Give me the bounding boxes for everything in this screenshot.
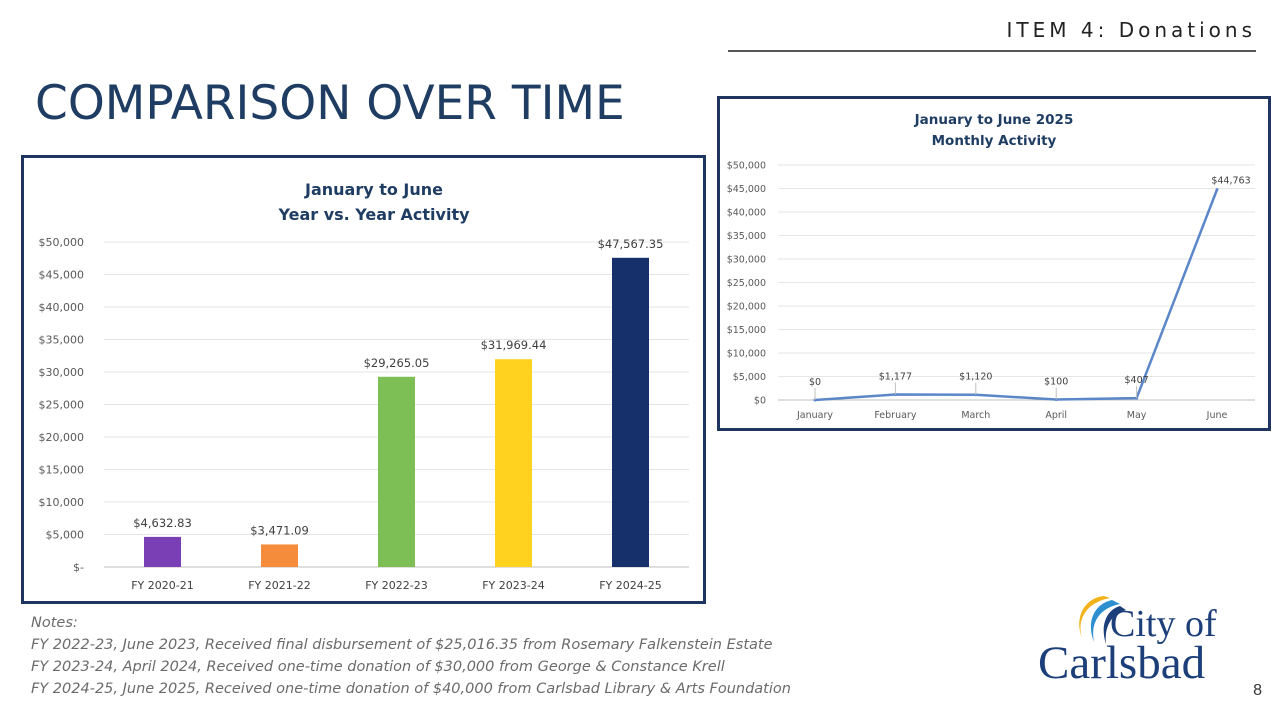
bar-x-tick-label: FY 2020-21	[131, 579, 194, 592]
logo-swoosh-icon	[1079, 596, 1126, 644]
line-y-tick-label: $25,000	[727, 278, 766, 289]
note-line-3: FY 2024-25, June 2025, Received one-time…	[31, 681, 791, 697]
line-x-tick-label: May	[1127, 410, 1147, 421]
bar-x-tick-label: FY 2021-22	[248, 579, 311, 592]
line-x-tick-label: April	[1045, 410, 1067, 421]
line-data-label: $100	[1044, 377, 1068, 388]
bar-fy-2020-21	[144, 536, 181, 567]
bar-x-tick-label: FY 2022-23	[365, 579, 428, 592]
line-y-tick-label: $50,000	[727, 161, 766, 172]
line-y-tick-label: $40,000	[727, 208, 766, 219]
line-y-tick-label: $45,000	[727, 184, 766, 195]
bar-data-label: $3,471.09	[250, 523, 309, 537]
line-y-tick-label: $30,000	[727, 255, 766, 266]
bar-chart: January to June Year vs. Year Activity $- $…	[39, 180, 689, 592]
line-data-label: $44,763	[1211, 176, 1250, 187]
line-x-tick-label: February	[874, 410, 916, 421]
bar-y-tick-label: $25,000	[39, 399, 85, 412]
line-chart-title: January to June 2025	[914, 112, 1074, 128]
bar-fy-2022-23	[378, 376, 415, 567]
line-y-tick-label: $10,000	[727, 349, 766, 360]
bar-y-tick-label: $15,000	[39, 464, 85, 477]
line-x-tick-label: June	[1206, 410, 1228, 421]
notes-section: Notes: FY 2022-23, June 2023, Received f…	[31, 612, 791, 700]
line-data-label: $0	[809, 377, 821, 388]
line-data-label: $1,120	[959, 372, 992, 383]
line-y-tick-label: $20,000	[727, 302, 766, 313]
logo-text-carlsbad: Carlsbad	[1038, 637, 1206, 689]
line-chart-subtitle: Monthly Activity	[932, 133, 1057, 149]
bar-y-tick-label: $35,000	[39, 334, 85, 347]
line-x-tick-label: January	[796, 410, 833, 421]
header-divider	[728, 50, 1256, 52]
line-y-tick-label: $0	[754, 396, 766, 407]
line-chart-frame: January to June 2025 Monthly Activity $0 $5…	[717, 96, 1271, 431]
logo-text-city-of: City of	[1110, 603, 1217, 645]
city-logo: City of Carlsbad	[1036, 588, 1236, 692]
page-number: 8	[1253, 682, 1262, 699]
line-y-tick-label: $35,000	[727, 231, 766, 242]
note-line-1: FY 2022-23, June 2023, Received final di…	[31, 637, 773, 653]
line-series	[814, 189, 1219, 402]
line-point	[1215, 188, 1219, 192]
bar-fy-2021-22	[261, 544, 298, 567]
bar-data-label: $4,632.83	[133, 516, 192, 530]
bar-data-label: $47,567.35	[598, 237, 664, 251]
bar-chart-title: January to June	[304, 180, 443, 199]
line-y-tick-label: $15,000	[727, 325, 766, 336]
bar-y-tick-label: $45,000	[39, 269, 85, 282]
bar-data-label: $31,969.44	[481, 338, 547, 352]
bar-y-tick-label: $30,000	[39, 366, 85, 379]
note-line-2: FY 2023-24, April 2024, Received one-tim…	[31, 659, 725, 675]
bar-y-tick-label: $20,000	[39, 431, 85, 444]
bar-y-tick-label: $40,000	[39, 301, 85, 314]
page-title: COMPARISON OVER TIME	[35, 76, 625, 131]
section-item-label: ITEM 4: Donations	[1006, 18, 1256, 42]
bar-y-tick-label: $5,000	[46, 529, 85, 542]
notes-heading: Notes:	[31, 615, 78, 631]
bar-x-tick-label: FY 2024-25	[599, 579, 662, 592]
line-data-label: $1,177	[879, 371, 912, 382]
bar-y-tick-label: $50,000	[39, 236, 85, 249]
line-data-label: $407	[1125, 375, 1149, 386]
bar-y-tick-label: $10,000	[39, 496, 85, 509]
bar-fy-2024-25	[612, 257, 649, 567]
bar-chart-subtitle: Year vs. Year Activity	[277, 205, 470, 224]
line-x-tick-label: March	[961, 410, 990, 421]
bar-y-tick-label: $-	[73, 561, 84, 574]
bar-data-label: $29,265.05	[364, 356, 430, 370]
bar-x-tick-label: FY 2023-24	[482, 579, 545, 592]
bar-fy-2023-24	[495, 359, 532, 567]
line-y-tick-label: $5,000	[733, 372, 766, 383]
bar-chart-frame: January to June Year vs. Year Activity $- $…	[21, 155, 706, 604]
line-chart: January to June 2025 Monthly Activity $0 $5…	[727, 112, 1255, 421]
